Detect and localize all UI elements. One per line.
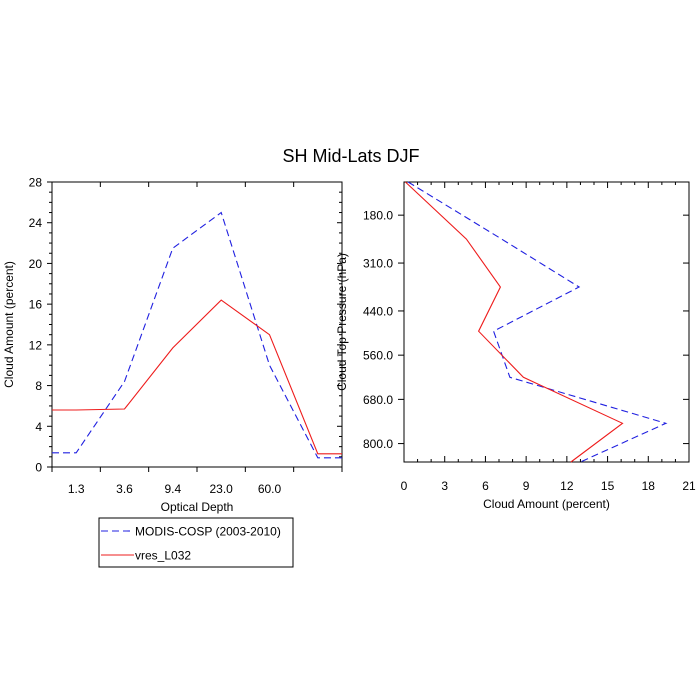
x-axis-label: Cloud Amount (percent) xyxy=(483,497,610,511)
legend-label: vres_L032 xyxy=(135,549,191,563)
y-tick-label: 24 xyxy=(29,216,43,230)
x-tick-label: 0 xyxy=(401,479,408,493)
x-tick-label: 60.0 xyxy=(258,482,282,496)
y-tick-label: 680.0 xyxy=(363,393,393,407)
chart-title: SH Mid-Lats DJF xyxy=(282,146,419,166)
y-tick-label: 12 xyxy=(29,338,43,352)
y-axis-label: Cloud Top Pressure (hPa) xyxy=(335,253,349,391)
x-tick-label: 3.6 xyxy=(116,482,133,496)
x-tick-label: 3 xyxy=(441,479,448,493)
x-tick-label: 1.3 xyxy=(68,482,85,496)
right-chart: 0 3 6 9 12 15 18 21 180.0 310.0 440.0 560.0 680.0 800… xyxy=(335,181,696,511)
x-tick-label: 9.4 xyxy=(164,482,181,496)
series-line-modis-cosp xyxy=(407,181,668,463)
y-axis-label: Cloud Amount (percent) xyxy=(2,261,16,388)
y-tick-label: 440.0 xyxy=(363,304,393,318)
y-tick-label: 180.0 xyxy=(363,209,393,223)
y-tick-label: 0 xyxy=(35,461,42,475)
legend: MODIS-COSP (2003-2010) vres_L032 xyxy=(98,517,294,568)
y-tick-label: 800.0 xyxy=(363,437,393,451)
y-tick-label: 310.0 xyxy=(363,257,393,271)
y-tick-label: 560.0 xyxy=(363,349,393,363)
y-tick-label: 28 xyxy=(29,176,43,190)
series-line-vres-l032 xyxy=(405,181,624,463)
x-tick-label: 12 xyxy=(560,479,574,493)
x-tick-label: 9 xyxy=(523,479,530,493)
x-tick-label: 6 xyxy=(482,479,489,493)
plot-frame xyxy=(403,181,690,463)
left-chart: 0 4 8 12 16 20 24 28 1.3 3.6 9.4 23.0 60.0 Optical De… xyxy=(2,176,343,514)
legend-label: MODIS-COSP (2003-2010) xyxy=(135,525,281,539)
x-tick-label: 23.0 xyxy=(209,482,233,496)
y-tick-label: 8 xyxy=(35,379,42,393)
series-line-vres-l032 xyxy=(52,299,342,455)
y-tick-label: 16 xyxy=(29,298,43,312)
y-tick-label: 4 xyxy=(35,420,42,434)
x-tick-label: 21 xyxy=(682,479,696,493)
x-axis-label: Optical Depth xyxy=(161,500,234,514)
y-tick-label: 20 xyxy=(29,257,43,271)
series-line-modis-cosp xyxy=(52,211,342,459)
x-tick-label: 15 xyxy=(601,479,615,493)
legend-box xyxy=(98,517,294,568)
x-tick-label: 18 xyxy=(642,479,656,493)
